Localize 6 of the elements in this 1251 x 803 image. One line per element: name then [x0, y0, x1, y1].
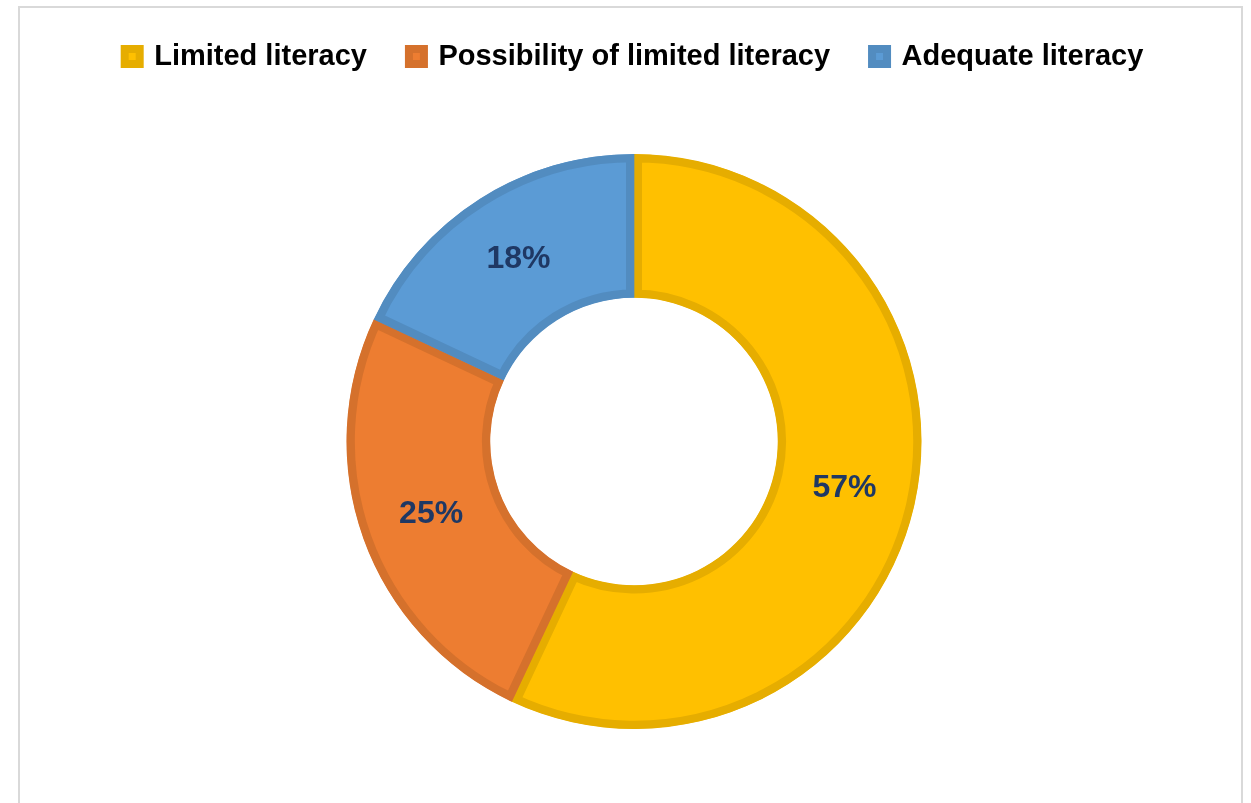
data-label: 25%: [399, 494, 464, 531]
legend-label: Limited literacy: [154, 38, 367, 71]
data-label: 18%: [486, 239, 551, 276]
legend-label: Adequate literacy: [901, 38, 1144, 71]
legend-label: Possibility of limited literacy: [438, 38, 831, 71]
data-label: 57%: [812, 468, 877, 505]
